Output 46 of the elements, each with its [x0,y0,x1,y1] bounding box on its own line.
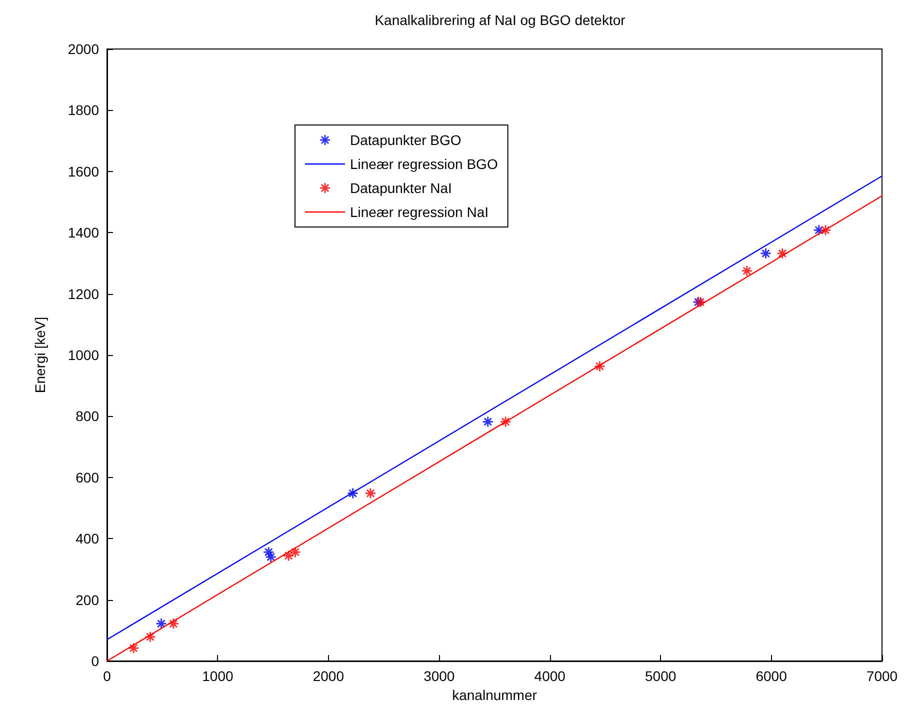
legend-label: Lineær regression NaI [350,204,489,220]
point [289,546,301,558]
x-axis-title: kanalnummer [452,686,538,703]
point [820,224,832,236]
point [265,551,277,563]
point [128,642,140,654]
point [262,546,274,558]
point [168,618,180,630]
x-tick-label: 3000 [424,668,455,684]
legend-label: Datapunkter BGO [350,132,462,148]
x-tick-label: 2000 [312,668,344,684]
x-tick-label: 7000 [866,668,898,684]
y-tick-label: 200 [76,592,100,608]
y-tick-label: 800 [76,408,100,424]
y-tick-label: 2000 [68,41,100,57]
point [347,488,359,500]
x-tick-label: 5000 [644,668,676,684]
y-tick-label: 1000 [68,347,100,363]
point [760,248,772,260]
y-axis-title: Energi [keV] [32,316,48,394]
y-tick-label: 1800 [68,102,100,118]
x-tick-label: 4000 [534,668,566,684]
y-tick-label: 600 [76,469,100,486]
point [500,416,512,428]
point [282,550,294,562]
point [482,416,494,428]
x-tick-label: 1000 [202,668,234,684]
y-tick-label: 1400 [68,224,100,241]
point [594,360,606,372]
legend-label: Datapunkter NaI [350,180,452,196]
point [776,248,788,260]
x-tick-label: 0 [103,668,112,684]
point [694,296,706,308]
point [813,224,825,236]
point [156,618,167,630]
x-tick-label: 6000 [756,668,788,684]
y-tick-label: 1600 [68,163,100,180]
y-tick-label: 1200 [68,286,100,302]
legend-label: Lineær regression BGO [350,156,498,172]
point [741,265,753,277]
point [144,631,156,643]
point [692,296,704,308]
point [364,488,376,500]
y-tick-label: 400 [76,530,100,547]
chart-title: Kanalkalibrering af NaI og BGO detektor [374,12,626,28]
y-tick-label: 0 [91,653,100,669]
